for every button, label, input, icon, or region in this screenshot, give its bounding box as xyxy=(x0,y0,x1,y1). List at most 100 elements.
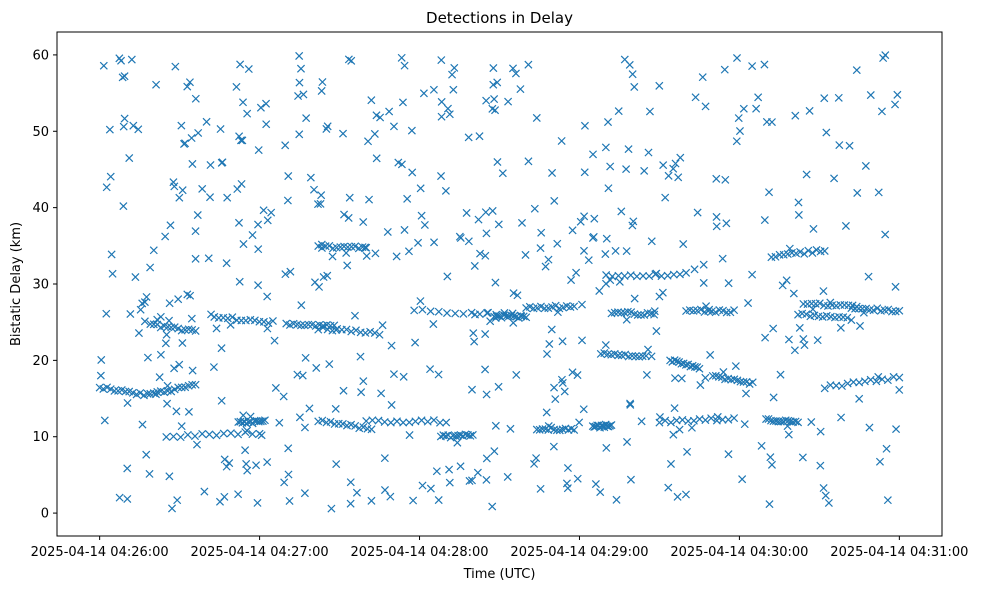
data-point xyxy=(622,247,631,256)
data-point xyxy=(503,472,512,481)
data-point xyxy=(670,374,680,383)
data-point xyxy=(262,120,271,129)
data-point xyxy=(596,488,605,497)
data-point xyxy=(558,337,567,346)
data-point xyxy=(191,380,200,389)
data-point xyxy=(602,234,611,243)
data-point xyxy=(253,498,262,507)
data-point xyxy=(873,304,882,313)
data-point xyxy=(883,496,892,505)
data-point xyxy=(445,478,454,487)
data-point xyxy=(558,378,567,387)
data-point xyxy=(553,239,562,248)
data-point xyxy=(102,309,111,318)
data-point xyxy=(481,208,490,217)
data-point xyxy=(155,373,164,382)
data-point xyxy=(115,54,124,63)
data-point xyxy=(408,168,417,177)
data-point xyxy=(389,122,398,131)
data-point xyxy=(441,431,450,441)
data-point xyxy=(645,272,654,281)
x-tick-label: 2025-04-14 04:31:00 xyxy=(830,545,968,560)
data-point xyxy=(254,281,263,290)
data-point xyxy=(640,166,649,175)
data-point xyxy=(782,276,791,285)
data-point xyxy=(681,360,690,369)
data-point xyxy=(119,122,128,131)
data-point xyxy=(437,172,446,181)
data-point xyxy=(252,461,261,470)
data-point xyxy=(689,416,698,425)
data-point xyxy=(198,184,207,193)
data-point xyxy=(739,104,748,113)
data-point xyxy=(123,494,132,503)
data-point xyxy=(464,133,473,142)
data-point xyxy=(342,248,351,258)
data-point xyxy=(540,304,549,313)
data-point xyxy=(387,341,396,350)
data-point xyxy=(173,496,182,505)
data-point xyxy=(724,415,733,424)
data-point xyxy=(712,174,721,183)
data-point xyxy=(551,395,560,404)
data-point xyxy=(482,96,491,105)
data-point xyxy=(387,400,396,409)
data-point xyxy=(442,309,452,318)
data-point xyxy=(226,429,235,438)
data-point xyxy=(734,114,743,123)
y-tick-label: 60 xyxy=(32,48,49,63)
data-point xyxy=(508,64,518,73)
data-point xyxy=(628,351,637,360)
data-point xyxy=(234,490,243,499)
data-point xyxy=(456,462,465,471)
data-point xyxy=(378,321,387,330)
data-point xyxy=(802,310,811,319)
data-point xyxy=(809,224,818,233)
data-point xyxy=(192,440,202,449)
data-point xyxy=(754,93,763,102)
data-point xyxy=(338,129,348,138)
data-point xyxy=(573,371,582,380)
data-point xyxy=(669,270,678,279)
data-point xyxy=(423,417,432,426)
data-point xyxy=(254,245,263,254)
data-point xyxy=(683,447,692,456)
data-point xyxy=(151,390,160,399)
data-point xyxy=(796,247,805,256)
data-point xyxy=(280,478,289,487)
data-point xyxy=(494,220,503,229)
data-point xyxy=(375,330,384,339)
data-point xyxy=(804,246,813,255)
data-point xyxy=(762,415,771,424)
data-point xyxy=(688,361,697,370)
data-point xyxy=(572,268,581,277)
data-point xyxy=(469,329,478,338)
data-point xyxy=(100,416,109,425)
data-point xyxy=(191,326,200,335)
data-point xyxy=(575,418,584,427)
data-point xyxy=(488,502,497,511)
data-point xyxy=(738,475,747,484)
data-point xyxy=(365,195,374,204)
data-point xyxy=(705,305,714,314)
data-point xyxy=(491,313,500,322)
data-point xyxy=(306,173,315,182)
data-point xyxy=(494,382,503,391)
data-point xyxy=(517,218,527,227)
data-point xyxy=(232,82,241,91)
data-point xyxy=(256,103,265,112)
data-point xyxy=(652,327,661,336)
data-point xyxy=(642,370,651,379)
data-point xyxy=(367,96,376,105)
data-point xyxy=(822,128,831,137)
data-point xyxy=(588,150,598,159)
data-point xyxy=(370,328,379,337)
data-point xyxy=(570,302,579,311)
data-point xyxy=(623,307,632,316)
data-point xyxy=(417,416,426,425)
data-point xyxy=(820,246,829,255)
data-point xyxy=(443,272,452,281)
y-tick-label: 50 xyxy=(32,125,49,140)
data-point xyxy=(794,418,803,427)
